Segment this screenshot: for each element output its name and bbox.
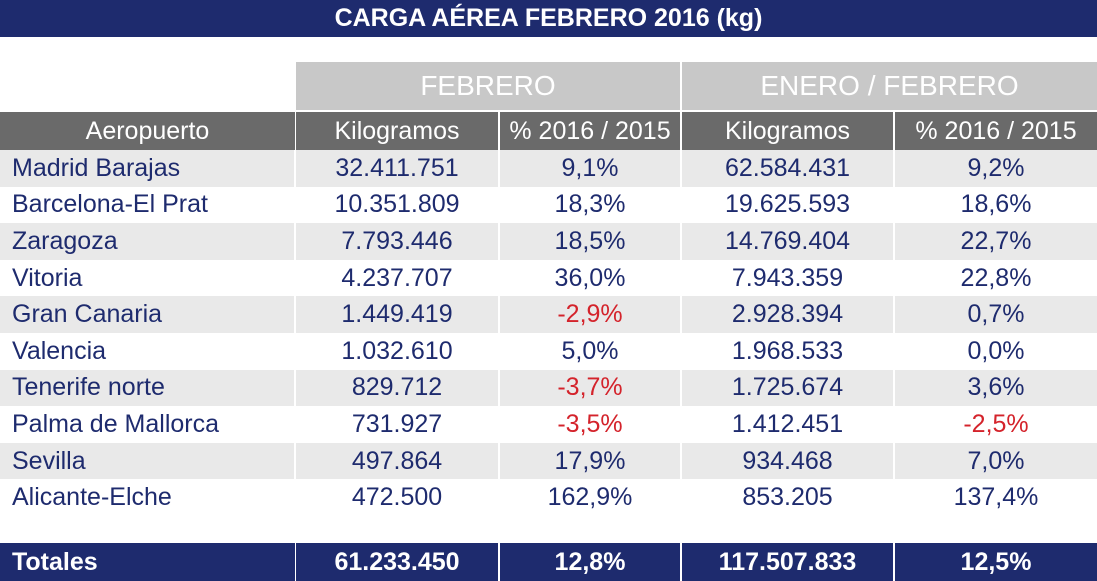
row-band [0,369,1097,407]
cell: 18,6% [960,190,1032,219]
cell: 7.793.446 [341,226,453,255]
total-cell: Totales [0,543,295,581]
cell: 22,8% [960,263,1032,292]
cell: Palma de Mallorca [12,409,220,438]
cell: 18,3% [554,190,626,219]
cell: 0,7% [967,300,1025,329]
cell: 32.411.751 [335,153,459,182]
cell: 36,0% [554,263,626,292]
cell: 4.237.707 [341,263,453,292]
cell: 1.032.610 [341,336,453,365]
cell: 162,9% [547,483,633,512]
cell: Sevilla [12,446,86,475]
cell: 0,0% [967,336,1025,365]
column-header: % 2016 / 2015 [500,112,680,150]
column-header: % 2016 / 2015 [895,112,1097,150]
cell: -2,9% [557,300,623,329]
cell: 22,7% [960,226,1032,255]
cell: Vitoria [12,263,83,292]
column-divider [893,150,895,516]
total-cell: 117.507.833 [682,543,893,581]
cell: 62.584.431 [724,153,851,182]
cell: 1.449.419 [341,300,453,329]
column-header: Aeropuerto [0,112,295,150]
row-band [0,442,1097,480]
cell: 497.864 [351,446,443,475]
cell: 7,0% [967,446,1025,475]
column-divider [680,150,682,516]
cell: 731.927 [351,409,443,438]
cell: 472.500 [351,483,443,512]
cell: 10.351.809 [334,190,460,219]
cell: 829.712 [351,373,443,402]
row-band [0,150,1097,187]
cell: -2,5% [963,409,1029,438]
total-cell: 12,5% [895,543,1097,581]
total-cell: 61.233.450 [296,543,498,581]
group-header: ENERO / FEBRERO [682,62,1097,110]
cell: 18,5% [554,226,626,255]
cell: Gran Canaria [12,300,163,329]
column-header: Kilogramos [296,112,498,150]
cell: 9,2% [967,153,1025,182]
cell: 1.725.674 [731,373,844,402]
cell: 17,9% [554,446,626,475]
cell: 14.769.404 [724,226,851,255]
total-cell: 12,8% [500,543,680,581]
title: CARGA AÉREA FEBRERO 2016 (kg) [0,0,1097,37]
cell: Madrid Barajas [12,153,181,182]
cell: Tenerife norte [12,373,165,402]
cell: 934.468 [742,446,833,475]
cell: -3,7% [557,373,623,402]
cell: 137,4% [953,483,1039,512]
cell: Zaragoza [12,226,118,255]
cell: 9,1% [561,153,619,182]
cell: 853.205 [742,483,833,512]
column-divider [498,150,500,516]
cell: Alicante-Elche [12,483,172,512]
cell: 2.928.394 [731,300,844,329]
column-divider [294,150,296,516]
cell: Valencia [12,336,107,365]
row-band [0,296,1097,333]
row-band [0,223,1097,260]
cell: -3,5% [557,409,623,438]
column-header: Kilogramos [682,112,893,150]
cell: 1.968.533 [731,336,844,365]
cell: Barcelona-El Prat [12,190,208,219]
cell: 3,6% [967,373,1025,402]
cell: 7.943.359 [731,263,844,292]
cell: 19.625.593 [724,190,851,219]
cell: 5,0% [561,336,619,365]
group-header: FEBRERO [296,62,680,110]
cell: 1.412.451 [731,409,844,438]
